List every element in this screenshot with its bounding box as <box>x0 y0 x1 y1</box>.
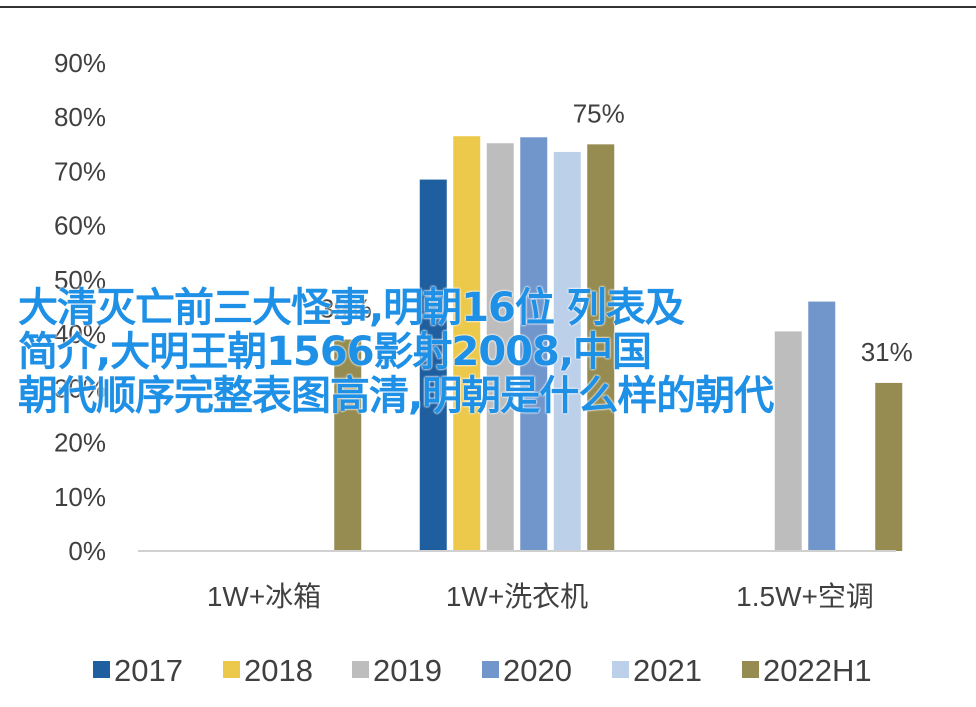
data-labels: 39% 75% 31% <box>320 98 913 367</box>
legend-swatch <box>742 661 759 678</box>
overlay-line: 大清灭亡前三大怪事,明朝16位 列表及 <box>18 285 685 331</box>
legend-swatch <box>482 661 499 678</box>
legend-label: 2017 <box>114 653 183 688</box>
data-label: 75% <box>573 98 625 128</box>
y-tick-label: 20% <box>54 428 106 458</box>
legend-swatch <box>612 661 629 678</box>
bar-2020-1 <box>520 137 548 552</box>
legend-label: 2021 <box>633 653 702 688</box>
watermark-overlay-text: 大清灭亡前三大怪事,明朝16位 列表及 简介,大明王朝1566影射2008,中国… <box>18 286 968 418</box>
legend-label: 2019 <box>373 653 442 688</box>
bar-2022H1-0 <box>334 339 362 551</box>
top-border-line <box>0 6 976 8</box>
bar-2019-2 <box>774 331 802 551</box>
category-label: 1.5W+空调 <box>736 581 874 612</box>
y-tick-label: 90% <box>54 48 106 78</box>
y-tick-label: 70% <box>54 156 106 186</box>
category-label: 1W+冰箱 <box>207 581 321 612</box>
legend-swatch <box>223 661 240 678</box>
y-axis-ticks: 0% 10% 20% 30% 40% 50% 60% 70% 80% 90% <box>54 48 106 566</box>
bars <box>334 136 903 552</box>
y-tick-label: 10% <box>54 482 106 512</box>
y-tick-label: 60% <box>54 211 106 241</box>
bar-2021-1 <box>553 151 581 551</box>
overlay-line: 简介,大明王朝1566影射2008,中国 <box>18 329 652 375</box>
data-label: 31% <box>861 337 913 367</box>
y-tick-label: 40% <box>54 319 106 349</box>
legend-swatch <box>93 661 110 678</box>
category-label: 1W+洗衣机 <box>446 581 588 612</box>
bar-2020-2 <box>808 301 836 551</box>
y-tick-label: 0% <box>68 536 106 566</box>
bar-2018-1 <box>453 136 481 551</box>
y-tick-label: 50% <box>54 265 106 295</box>
overlay-line: 朝代顺序完整表图高清,明朝是什么样的朝代 <box>18 373 774 419</box>
data-label: 39% <box>320 294 372 324</box>
bar-2022H1-2 <box>875 382 903 551</box>
bar-2022H1-1 <box>587 144 615 552</box>
bar-2019-1 <box>486 143 514 551</box>
legend-swatch <box>352 661 369 678</box>
y-tick-label: 30% <box>54 373 106 403</box>
legend: 2017 2018 2019 2020 2021 2022H1 <box>93 653 872 688</box>
y-tick-label: 80% <box>54 102 106 132</box>
legend-label: 2022H1 <box>763 653 872 688</box>
legend-label: 2018 <box>244 653 313 688</box>
bar-2017-1 <box>419 179 447 552</box>
legend-label: 2020 <box>503 653 572 688</box>
category-labels: 1W+冰箱 1W+洗衣机 1.5W+空调 <box>207 581 874 612</box>
